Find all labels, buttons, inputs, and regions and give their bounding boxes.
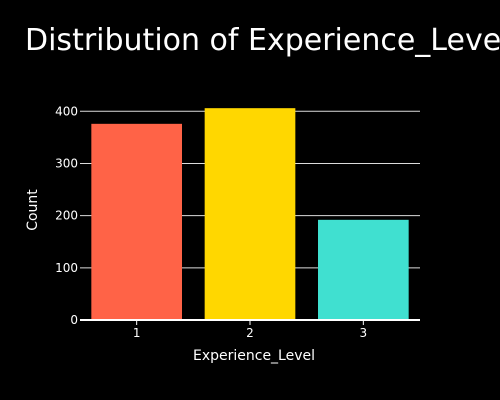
x-tick-label-1: 1 xyxy=(133,326,141,340)
bar-2[interactable] xyxy=(204,108,296,320)
y-tick-label-400: 400 xyxy=(55,104,78,118)
y-tick-label-100: 100 xyxy=(55,261,78,275)
x-tick-label-3: 3 xyxy=(360,326,368,340)
y-tick-label-200: 200 xyxy=(55,209,78,223)
y-tick-label-0: 0 xyxy=(70,313,78,327)
y-axis-title: Count xyxy=(25,189,41,231)
x-tick-label-2: 2 xyxy=(246,326,254,340)
bar-1[interactable] xyxy=(91,123,182,321)
y-tick-label-300: 300 xyxy=(55,156,78,170)
axis-layer: 0 100 200 300 400 1 2 3 xyxy=(55,104,420,340)
chart-title: Distribution of Experience_Level xyxy=(25,23,500,58)
bar-3[interactable] xyxy=(318,219,409,320)
x-axis-title: Experience_Level xyxy=(193,348,315,364)
bar-layer xyxy=(91,108,409,321)
